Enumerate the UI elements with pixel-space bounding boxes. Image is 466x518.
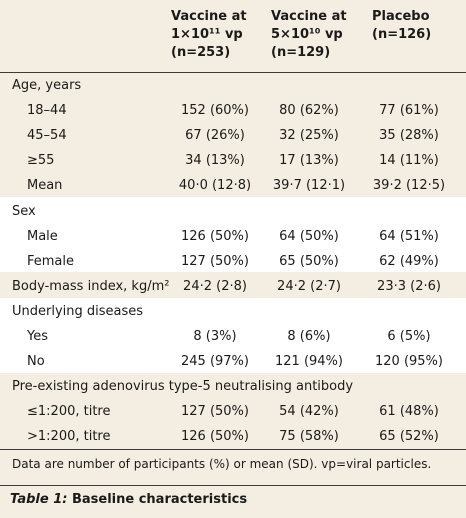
row-value-col1: 127 (50%)	[181, 253, 249, 269]
row-value-col2: 54 (42%)	[279, 404, 339, 420]
row-value-col2: 24·2 (2·7)	[277, 278, 341, 294]
row-value-col1: 24·2 (2·8)	[183, 278, 247, 294]
header-line: Vaccine at	[271, 9, 347, 24]
row-value-col3: 35 (28%)	[379, 128, 439, 144]
caption-rule	[0, 485, 466, 486]
caption-text: Baseline characteristics	[67, 492, 248, 507]
row-value-col1: 8 (3%)	[193, 329, 237, 344]
table-bottom-rule	[0, 449, 466, 450]
table-row: ≤1:200, titre 127 (50%) 54 (42%) 61 (48%)	[0, 399, 466, 424]
row-value-col1: 40·0 (12·8)	[178, 178, 252, 194]
caption-label: Table 1:	[10, 492, 68, 507]
row-value-col1: 127 (50%)	[181, 404, 249, 420]
table-row: Yes 8 (3%) 8 (6%) 6 (5%)	[0, 324, 466, 349]
row-label: >1:200, titre	[27, 429, 111, 445]
row-value-col2: 64 (50%)	[279, 228, 339, 244]
row-value-col2: 121 (94%)	[275, 354, 343, 370]
underlying-diseases-band	[0, 298, 466, 373]
row-value-col1: 67 (26%)	[185, 128, 245, 144]
row-label: Yes	[27, 329, 48, 344]
row-label: Pre-existing adenovirus type-5 neutralis…	[12, 379, 354, 395]
row-value-col3: 61 (48%)	[379, 404, 439, 420]
row-label: No	[27, 354, 45, 370]
row-value-col3: 64 (51%)	[379, 228, 439, 244]
header-line: (n=129)	[271, 45, 331, 60]
row-value-col3: 14 (11%)	[379, 153, 439, 169]
table-row: >1:200, titre 126 (50%) 75 (58%) 65 (52%)	[0, 424, 466, 449]
row-label: Female	[27, 253, 75, 269]
row-value-col2: 75 (58%)	[279, 429, 339, 445]
row-label: 45–54	[27, 128, 67, 144]
table-row: ≥55 34 (13%) 17 (13%) 14 (11%)	[0, 148, 466, 173]
row-label: ≤1:200, titre	[27, 404, 111, 420]
row-label: Body-mass index, kg/m²	[12, 278, 170, 294]
row-label: Mean	[27, 178, 63, 194]
row-label: Sex	[12, 203, 36, 219]
header-line: Placebo	[372, 9, 430, 24]
table-row: Pre-existing adenovirus type-5 neutralis…	[0, 374, 466, 399]
row-value-col3: 120 (95%)	[375, 354, 443, 370]
row-value-col3: 23·3 (2·6)	[377, 278, 441, 294]
header-line: (n=253)	[171, 45, 231, 60]
row-value-col2: 65 (50%)	[279, 253, 339, 269]
row-value-col3: 39·2 (12·5)	[372, 178, 446, 194]
table-row: 18–44 152 (60%) 80 (62%) 77 (61%)	[0, 98, 466, 123]
header-line: (n=126)	[372, 27, 432, 42]
row-value-col3: 65 (52%)	[379, 429, 439, 445]
header-line: Vaccine at	[171, 9, 247, 24]
row-value-col3: 62 (49%)	[379, 253, 439, 269]
table-caption: Table 1: Baseline characteristics	[10, 492, 247, 507]
row-value-col1: 152 (60%)	[181, 103, 249, 119]
sex-band	[0, 197, 466, 272]
row-value-col2: 80 (62%)	[279, 103, 339, 119]
header-rule	[0, 72, 466, 73]
row-label: Male	[27, 228, 58, 244]
table-row: Age, years	[0, 73, 466, 98]
row-label: Age, years	[12, 78, 82, 93]
row-value-col1: 245 (97%)	[181, 354, 249, 370]
header-line: 5×10¹⁰ vp	[271, 27, 343, 42]
row-label: ≥55	[27, 153, 55, 169]
table-row: Sex	[0, 199, 466, 224]
header-vaccine-high-dose: Vaccine at 1×10¹¹ vp (n=253)	[171, 8, 247, 62]
row-value-col1: 126 (50%)	[181, 228, 249, 244]
row-value-col1: 34 (13%)	[185, 153, 245, 169]
table-row: Male 126 (50%) 64 (50%) 64 (51%)	[0, 224, 466, 249]
row-value-col2: 17 (13%)	[279, 153, 339, 169]
row-value-col3: 6 (5%)	[387, 329, 431, 344]
header-vaccine-low-dose: Vaccine at 5×10¹⁰ vp (n=129)	[271, 8, 347, 62]
header-placebo: Placebo (n=126)	[372, 8, 431, 44]
row-value-col2: 39·7 (12·1)	[272, 178, 346, 194]
row-label: 18–44	[27, 103, 67, 119]
row-label: Underlying diseases	[12, 303, 144, 319]
row-value-col2: 32 (25%)	[279, 128, 339, 144]
table-footnote: Data are number of participants (%) or m…	[12, 457, 432, 471]
table-row: Body-mass index, kg/m² 24·2 (2·8) 24·2 (2·…	[0, 274, 466, 299]
table-row: 45–54 67 (26%) 32 (25%) 35 (28%)	[0, 123, 466, 148]
table-row: Female 127 (50%) 65 (50%) 62 (49%)	[0, 249, 466, 274]
row-value-col2: 8 (6%)	[287, 329, 331, 344]
row-value-col3: 77 (61%)	[379, 103, 439, 119]
table-row: Mean 40·0 (12·8) 39·7 (12·1) 39·2 (12·5)	[0, 173, 466, 198]
table-row: No 245 (97%) 121 (94%) 120 (95%)	[0, 349, 466, 374]
table-row: Underlying diseases	[0, 299, 466, 324]
row-value-col1: 126 (50%)	[181, 429, 249, 445]
header-line: 1×10¹¹ vp	[171, 27, 243, 42]
